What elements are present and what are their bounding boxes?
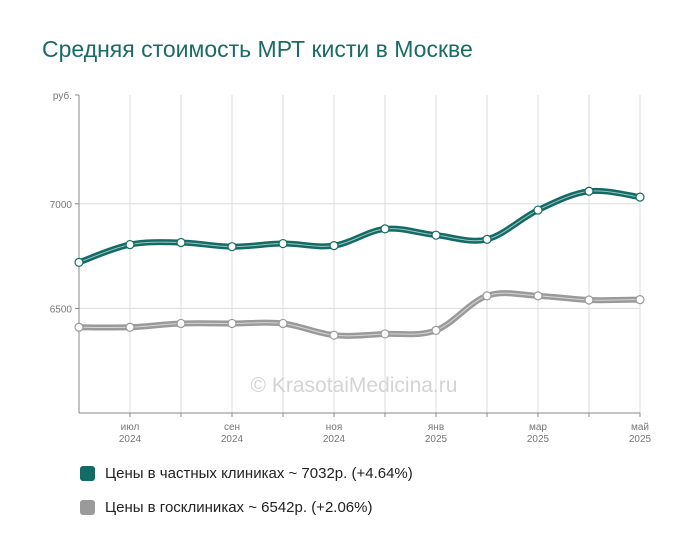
axes: 65007000руб.июл2024сен2024ноя2024янв2025…	[50, 90, 652, 445]
data-point	[227, 318, 237, 329]
x-tick-label-month: июл	[121, 422, 140, 433]
data-point	[74, 322, 84, 332]
data-point	[125, 239, 135, 250]
legend-item-public[interactable]: Цены в госклиниках ~ 6542р. (+2.06%)	[80, 499, 372, 516]
legend-swatch-public	[80, 500, 95, 515]
data-point	[635, 295, 645, 305]
data-point	[125, 322, 135, 332]
y-tick-label: 6500	[50, 304, 73, 315]
watermark: © KrasotaiMedicina.ru	[251, 374, 458, 397]
data-point	[278, 238, 288, 249]
x-tick-label-year: 2025	[629, 434, 652, 445]
legend-label-public: Цены в госклиниках ~ 6542р. (+2.06%)	[105, 499, 373, 516]
data-point	[482, 291, 492, 301]
data-point	[74, 257, 84, 267]
data-point	[380, 224, 390, 234]
series-line	[76, 290, 643, 339]
x-tick-label-year: 2024	[119, 434, 142, 445]
data-point	[533, 205, 543, 215]
y-axis-label: руб.	[53, 90, 72, 102]
data-point	[533, 291, 543, 301]
x-tick-label-year: 2024	[221, 434, 244, 445]
x-tick-label-year: 2024	[323, 434, 346, 445]
data-point	[431, 230, 441, 240]
data-point	[584, 186, 594, 196]
x-tick-label-year: 2025	[425, 434, 448, 445]
y-tick-label: 7000	[50, 200, 73, 211]
data-point	[584, 295, 594, 305]
data-point	[227, 242, 237, 252]
x-tick-label-month: ноя	[326, 422, 343, 433]
x-tick-label-year: 2025	[527, 434, 550, 445]
grid	[79, 95, 641, 413]
legend-label-private: Цены в частных клиниках ~ 7032р. (+4.64%…	[105, 465, 413, 482]
legend-swatch-private	[80, 466, 95, 481]
data-point	[380, 329, 390, 339]
x-tick-label-month: сен	[224, 422, 240, 433]
data-point	[329, 330, 339, 340]
data-point	[431, 325, 441, 335]
series-line-highlight	[78, 190, 641, 263]
data-point	[278, 318, 288, 329]
data-point	[176, 237, 186, 248]
data-point	[329, 241, 339, 251]
x-tick-label-month: май	[631, 422, 649, 433]
x-tick-label-month: янв	[428, 422, 444, 433]
data-point	[635, 192, 645, 202]
legend-item-private[interactable]: Цены в частных клиниках ~ 7032р. (+4.64%…	[80, 465, 413, 482]
chart-title: Средняя стоимость МРТ кисти в Москве	[42, 36, 473, 62]
data-point	[176, 318, 186, 329]
data-point	[482, 234, 492, 244]
x-tick-label-month: мар	[529, 422, 547, 433]
series-group	[74, 186, 645, 340]
